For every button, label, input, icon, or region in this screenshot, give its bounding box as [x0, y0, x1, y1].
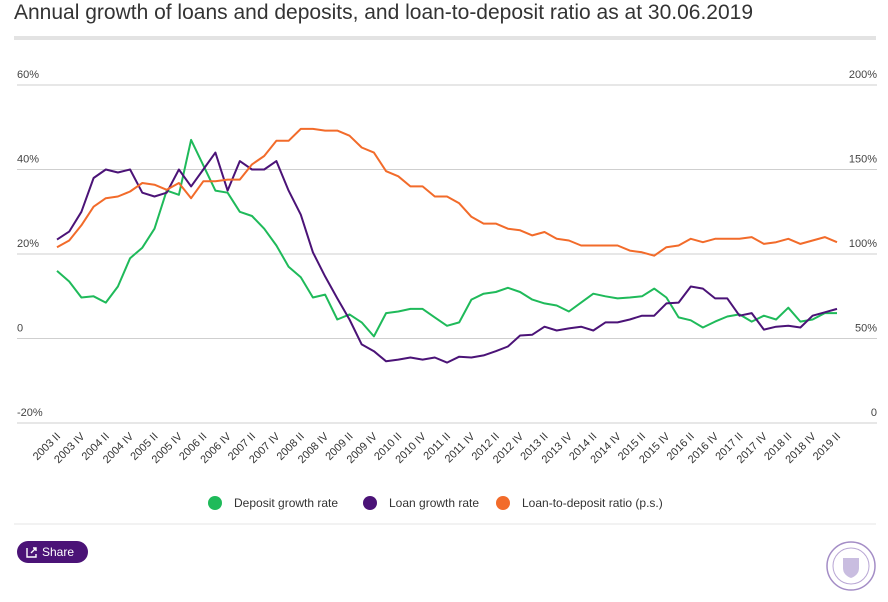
logo-ring	[826, 541, 876, 591]
series-line	[56, 151, 838, 364]
series-line	[56, 138, 837, 338]
chart-title: Annual growth of loans and deposits, and…	[14, 1, 753, 24]
title-rule	[14, 36, 876, 40]
legend-item: Loan growth rate	[363, 496, 479, 510]
y2-tick-label: 150%	[849, 154, 877, 166]
legend-label: Loan-to-deposit ratio (p.s.)	[522, 496, 663, 510]
legend-label: Deposit growth rate	[234, 496, 338, 510]
legend-swatch	[208, 496, 222, 510]
y2-tick-label: 200%	[849, 69, 877, 81]
legend-item: Loan-to-deposit ratio (p.s.)	[496, 496, 663, 510]
share-label[interactable]: Share	[42, 545, 74, 559]
y-tick-label: 40%	[17, 154, 39, 166]
y-tick-label: -20%	[17, 407, 43, 419]
series-line	[56, 127, 838, 257]
y2-tick-label: 0	[871, 407, 877, 419]
share-button[interactable]: Share	[17, 541, 88, 563]
legend-swatch	[363, 496, 377, 510]
logo-shield	[843, 558, 859, 578]
y-tick-label: 60%	[17, 69, 39, 81]
y2-tick-label: 100%	[849, 238, 877, 250]
y-tick-label: 0	[17, 323, 23, 335]
y-tick-label: 20%	[17, 238, 39, 250]
legend-item: Deposit growth rate	[208, 496, 338, 510]
logo	[826, 541, 876, 591]
y2-tick-label: 50%	[855, 323, 877, 335]
share-icon	[26, 547, 37, 558]
x-tick-label: 2019 II	[811, 431, 843, 463]
legend-swatch	[496, 496, 510, 510]
logo-inner	[832, 547, 870, 585]
legend-label: Loan growth rate	[389, 496, 479, 510]
